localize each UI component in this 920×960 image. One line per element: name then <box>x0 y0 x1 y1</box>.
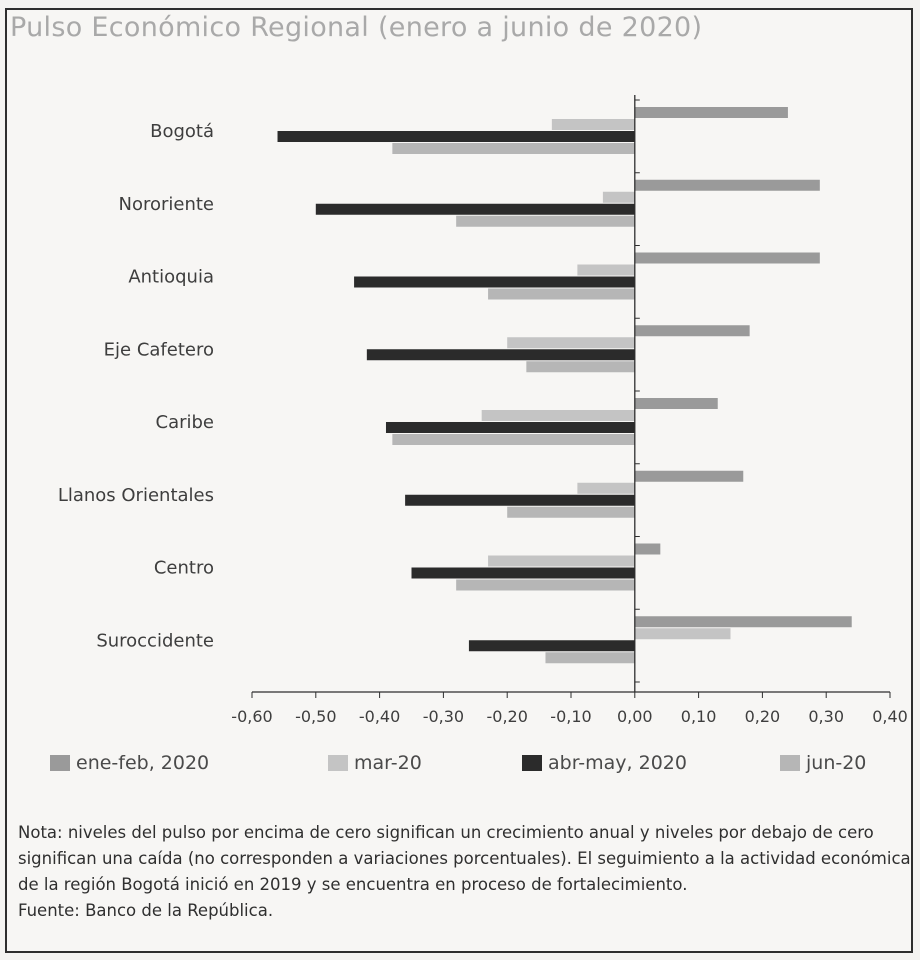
bar-centro-series-0 <box>634 543 661 555</box>
legend-swatch-mar <box>328 755 348 771</box>
bar-suroccidente-series-1 <box>634 628 731 640</box>
chart-frame <box>5 8 913 953</box>
category-label: Centro <box>154 558 214 579</box>
x-tick-label: 0,10 <box>681 707 717 726</box>
chart-title: Pulso Económico Regional (enero a junio … <box>10 12 703 43</box>
chart-note: Nota: niveles del pulso por encima de ce… <box>18 820 913 924</box>
legend-label-jun: jun-20 <box>806 752 867 774</box>
legend: ene-feb, 2020 mar-20 abr-may, 2020 jun-2… <box>0 752 920 782</box>
bar-eje-cafetero-series-0 <box>634 325 750 337</box>
legend-label-ene-feb: ene-feb, 2020 <box>76 752 210 774</box>
legend-swatch-jun <box>780 755 800 771</box>
bar-antioquia-series-3 <box>488 288 635 300</box>
bar-llanos-orientales-series-3 <box>507 506 635 518</box>
legend-item-mar: mar-20 <box>328 752 422 774</box>
bar-llanos-orientales-series-2 <box>405 494 635 506</box>
bar-bogotá-series-1 <box>551 119 635 130</box>
category-label: Caribe <box>156 412 215 433</box>
x-tick-label: 0,00 <box>617 707 653 726</box>
bar-llanos-orientales-series-1 <box>577 482 635 494</box>
bar-antioquia-series-1 <box>577 264 635 276</box>
x-tick-label: -0,60 <box>231 707 272 726</box>
bar-caribe-series-3 <box>392 434 635 445</box>
legend-label-abr-may: abr-may, 2020 <box>548 752 687 774</box>
bar-nororiente-series-1 <box>602 191 635 203</box>
category-label: Nororiente <box>118 194 214 215</box>
x-tick-label: -0,50 <box>295 707 336 726</box>
category-label: Antioquia <box>128 267 214 288</box>
category-label: Suroccidente <box>96 630 214 651</box>
bar-caribe-series-0 <box>634 398 718 409</box>
legend-item-ene-feb: ene-feb, 2020 <box>50 752 209 774</box>
x-tick-label: -0,20 <box>486 707 527 726</box>
bar-antioquia-series-2 <box>354 276 635 288</box>
x-tick-label: 0,30 <box>808 707 844 726</box>
bar-bogotá-series-3 <box>392 143 635 154</box>
bar-chart: Bogotá Nororiente Antioquia Eje Cafetero Car… <box>58 95 908 726</box>
legend-swatch-abr-may <box>522 755 542 771</box>
bar-nororiente-series-0 <box>634 179 820 191</box>
bar-antioquia-series-0 <box>634 252 820 264</box>
legend-swatch-ene-feb <box>50 755 70 771</box>
note-text: Nota: niveles del pulso por encima de ce… <box>18 823 911 894</box>
legend-item-jun: jun-20 <box>780 752 866 774</box>
bar-centro-series-1 <box>488 555 635 567</box>
legend-label-mar: mar-20 <box>354 752 422 774</box>
bar-suroccidente-series-2 <box>468 640 635 652</box>
legend-item-abr-may: abr-may, 2020 <box>522 752 687 774</box>
x-tick-label: 0,20 <box>745 707 781 726</box>
bar-llanos-orientales-series-0 <box>634 470 744 482</box>
bar-suroccidente-series-3 <box>545 652 635 664</box>
x-tick-label: 0,40 <box>872 707 908 726</box>
x-tick-label: -0,10 <box>550 707 591 726</box>
bar-eje-cafetero-series-1 <box>507 337 635 349</box>
bar-suroccidente-series-0 <box>634 616 852 628</box>
source-text: Fuente: Banco de la República. <box>18 901 274 920</box>
bar-eje-cafetero-series-3 <box>526 361 635 373</box>
bar-nororiente-series-3 <box>456 215 635 227</box>
category-label: Eje Cafetero <box>104 339 214 360</box>
x-tick-label: -0,40 <box>359 707 400 726</box>
category-label: Bogotá <box>150 121 214 142</box>
bar-nororiente-series-2 <box>315 203 635 215</box>
bar-caribe-series-1 <box>481 410 635 421</box>
bar-bogotá-series-0 <box>634 107 788 118</box>
bar-caribe-series-2 <box>385 422 635 433</box>
x-tick-label: -0,30 <box>423 707 464 726</box>
bar-bogotá-series-2 <box>277 131 635 142</box>
category-label: Llanos Orientales <box>58 485 214 506</box>
bar-centro-series-3 <box>456 579 635 591</box>
bar-eje-cafetero-series-2 <box>366 349 635 361</box>
bar-centro-series-2 <box>411 567 635 579</box>
